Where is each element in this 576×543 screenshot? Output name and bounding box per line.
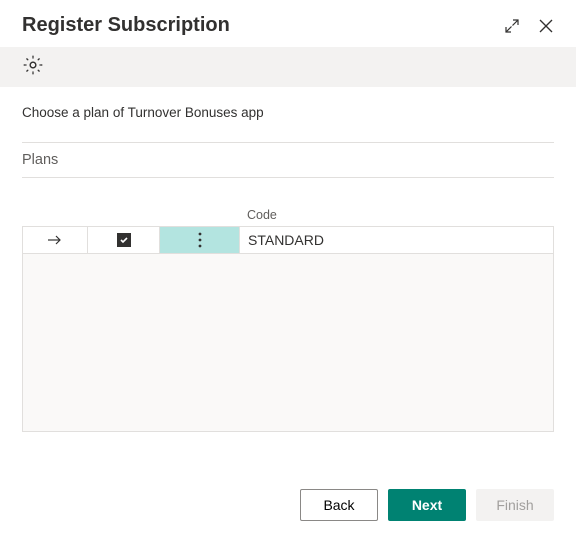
footer: Back Next Finish — [0, 471, 576, 543]
row-actions-icon[interactable] — [160, 227, 240, 253]
dialog: Register Subscription — [0, 0, 576, 543]
dialog-header: Register Subscription — [0, 0, 576, 47]
back-button[interactable]: Back — [300, 489, 378, 521]
next-button[interactable]: Next — [388, 489, 466, 521]
plans-grid: Code STANDARD — [22, 200, 554, 432]
expand-icon[interactable] — [502, 16, 522, 36]
checkbox-checked-icon — [117, 233, 131, 247]
row-checkbox[interactable] — [88, 227, 160, 253]
grid-empty-area — [22, 254, 554, 432]
row-code[interactable]: STANDARD — [240, 227, 553, 253]
dialog-title: Register Subscription — [22, 14, 488, 37]
toolbar — [0, 47, 576, 87]
table-row[interactable]: STANDARD — [22, 226, 554, 254]
row-select-icon[interactable] — [23, 227, 88, 253]
grid-header: Code — [22, 200, 554, 226]
gear-icon[interactable] — [22, 54, 44, 81]
section-title: Plans — [22, 143, 554, 177]
close-icon[interactable] — [536, 16, 556, 36]
content: Choose a plan of Turnover Bonuses app Pl… — [0, 87, 576, 471]
prompt-text: Choose a plan of Turnover Bonuses app — [22, 105, 554, 120]
finish-button: Finish — [476, 489, 554, 521]
column-header-code[interactable]: Code — [239, 208, 554, 222]
divider — [22, 177, 554, 178]
